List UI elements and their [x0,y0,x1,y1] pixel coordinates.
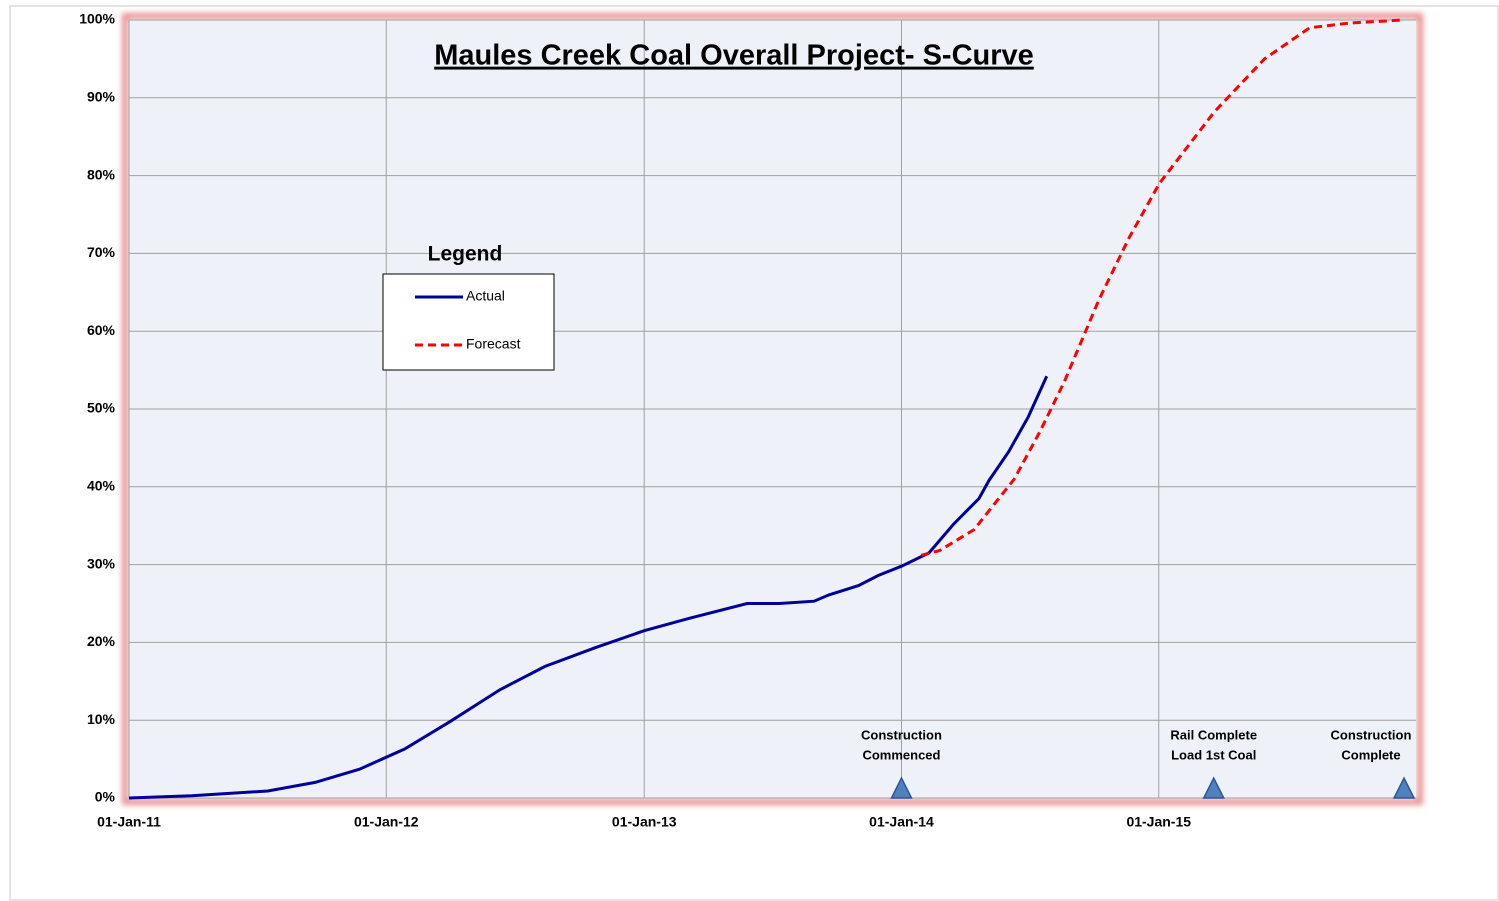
y-tick-label: 20% [87,633,116,649]
milestone-marker [1202,776,1225,799]
y-tick-label: 10% [87,711,116,727]
y-tick-label: 80% [87,166,116,182]
y-tick-label: 40% [87,478,116,494]
y-tick-label: 50% [87,400,116,416]
series-line [920,18,1404,557]
legend-title: Legend [428,243,503,266]
legend-label: Forecast [466,336,521,352]
x-tick-label: 01-Jan-15 [1126,814,1191,830]
plot-glow [122,13,1423,805]
y-tick-label: 70% [87,244,116,260]
milestone-label: Commenced [862,747,940,762]
y-tick-label: 100% [79,11,115,27]
x-tick-label: 01-Jan-14 [869,814,934,830]
series-line [128,375,1049,800]
x-tick-label: 01-Jan-13 [612,814,677,830]
x-tick-label: 01-Jan-12 [354,814,419,830]
y-tick-label: 0% [95,789,116,805]
milestone-label: Construction [1331,727,1412,742]
milestone-label: Construction [861,727,942,742]
legend-label: Actual [466,288,505,304]
x-tick-label: 01-Jan-11 [97,814,161,830]
chart-title: Maules Creek Coal Overall Project- S-Cur… [434,40,1034,72]
y-tick-label: 30% [87,555,116,571]
legend-box [382,273,555,371]
milestone-label: Load 1st Coal [1171,747,1256,762]
milestone-label: Complete [1341,747,1400,762]
milestone-marker [890,776,913,799]
milestone-label: Rail Complete [1170,727,1257,742]
milestone-marker [1392,776,1416,799]
y-tick-label: 60% [87,322,116,338]
y-tick-label: 90% [87,89,116,105]
